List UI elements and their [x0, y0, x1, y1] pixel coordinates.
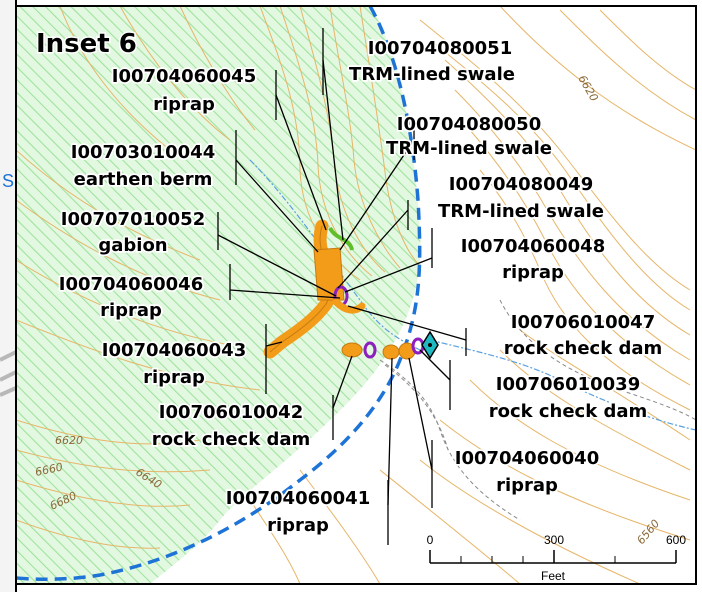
leader-lines [217, 28, 467, 545]
feature-type-label: riprap [267, 515, 329, 536]
diamond-center [428, 343, 432, 347]
feature-type-label: riprap [143, 367, 205, 388]
hatched-area [16, 6, 421, 584]
feature-id-label: I00706010039 [496, 374, 640, 395]
scale-tick-label: 0 [427, 533, 434, 547]
feature-type-label: earthen berm [74, 169, 213, 190]
feature-type-label: riprap [153, 94, 215, 115]
scale-tick-label: 600 [666, 533, 686, 547]
feature-id-label: I00704060040 [455, 448, 599, 469]
stream-line-east [429, 339, 696, 431]
feature-type-label: gabion [98, 235, 167, 256]
riprap-segment [332, 298, 366, 314]
riprap-pad-1 [341, 342, 363, 358]
feature-labels: I00704080051 TRM-lined swale I0070406004… [57, 36, 664, 538]
riprap-block [313, 247, 345, 301]
feature-id-label: I00706010047 [511, 312, 655, 333]
check-dam-ring-2 [363, 341, 377, 359]
feature-type-label: TRM-lined swale [349, 64, 515, 85]
features [263, 219, 439, 360]
feature-id-label: I00704060043 [102, 340, 246, 361]
feature-id-label: I00704060048 [461, 236, 605, 257]
stream-line [249, 159, 421, 351]
feature-id-label: I00704060045 [112, 66, 256, 87]
map-frame [15, 5, 697, 585]
feature-id-label: I00704080049 [449, 174, 593, 195]
adjacent-road [0, 350, 17, 397]
contour-label: 6660 [34, 460, 64, 479]
feature-id-label: I00703010044 [71, 142, 215, 163]
feature-type-label: rock check dam [504, 338, 663, 359]
feature-type-label: TRM-lined swale [438, 201, 604, 222]
feature-type-label: TRM-lined swale [386, 138, 552, 159]
scale-bar: 0 300 600 Feet [427, 533, 687, 583]
feature-id-label: I00707010052 [61, 209, 205, 230]
adjacent-map-edge [0, 0, 16, 592]
map-body: 6620 6620 6660 6640 6680 6560 [16, 6, 696, 584]
inset-title: Inset 6 [36, 29, 137, 59]
feature-type-label: riprap [502, 262, 564, 283]
feature-type-label: rock check dam [152, 429, 311, 450]
boundary-line [16, 6, 422, 581]
riprap-pad-2 [382, 344, 400, 360]
edge-fragment-text: S [2, 171, 14, 191]
contour-label: 6620 [55, 434, 83, 447]
feature-type-label: rock check dam [489, 401, 648, 422]
road-lines [379, 299, 696, 521]
feature-id-label: I00704060041 [226, 488, 370, 509]
feature-type-label: riprap [496, 475, 558, 496]
scale-unit-label: Feet [541, 569, 566, 583]
feature-id-label: I00706010042 [159, 402, 303, 423]
feature-id-label: I00704060046 [59, 274, 203, 295]
scale-tick-label: 300 [544, 533, 564, 547]
feature-id-label: I00704080051 [368, 38, 512, 59]
feature-type-label: riprap [100, 300, 162, 321]
feature-id-label: I00704080050 [397, 114, 541, 135]
